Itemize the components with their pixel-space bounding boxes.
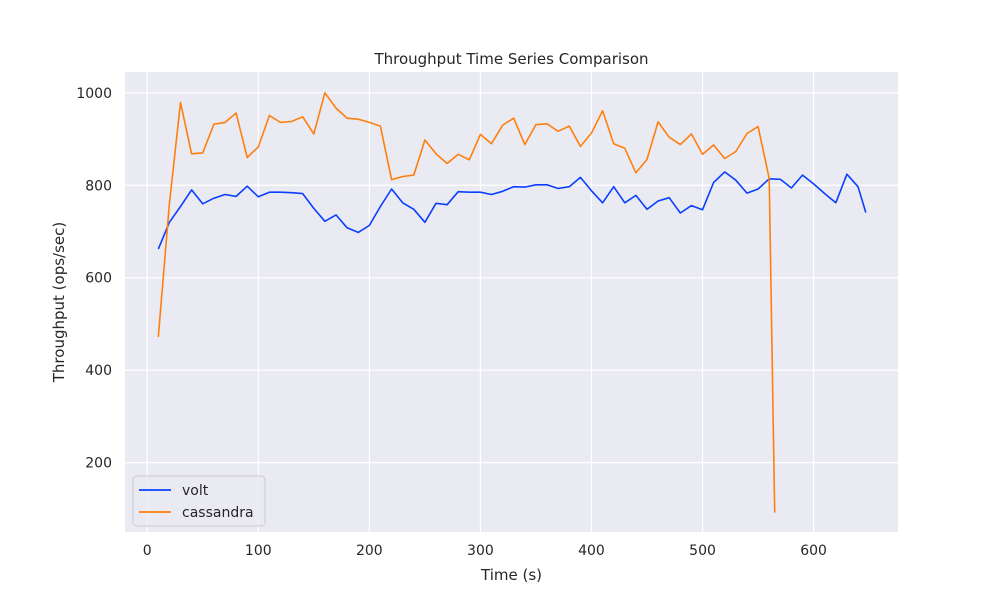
x-tick-label: 100 (245, 543, 272, 559)
y-ticks: 200 400 600 800 1000 (76, 86, 112, 472)
x-tick-label: 300 (467, 543, 494, 559)
y-axis-label: Throughput (ops/sec) (50, 222, 68, 383)
chart-title: Throughput Time Series Comparison (373, 50, 648, 68)
x-tick-label: 400 (578, 543, 605, 559)
y-tick-label: 200 (85, 456, 112, 472)
series-line-volt (157, 171, 867, 250)
legend-box (132, 475, 266, 527)
legend-label-cassandra: cassandra (182, 505, 254, 521)
x-tick-label: 600 (800, 543, 827, 559)
x-tick-label: 200 (356, 543, 383, 559)
series-layer (157, 92, 867, 513)
x-tick-label: 500 (689, 543, 716, 559)
series-line-cassandra (157, 92, 776, 513)
y-tick-label: 600 (85, 271, 112, 287)
legend-label-volt: volt (182, 483, 209, 499)
y-tick-label: 1000 (76, 86, 112, 102)
y-tick-label: 800 (85, 178, 112, 194)
y-tick-label: 400 (85, 363, 112, 379)
legend: volt cassandra (132, 475, 266, 527)
x-axis-label: Time (s) (480, 566, 542, 584)
x-tick-label: 0 (143, 543, 152, 559)
x-ticks: 0 100 200 300 400 500 600 (143, 543, 827, 559)
plot-area (125, 72, 898, 532)
